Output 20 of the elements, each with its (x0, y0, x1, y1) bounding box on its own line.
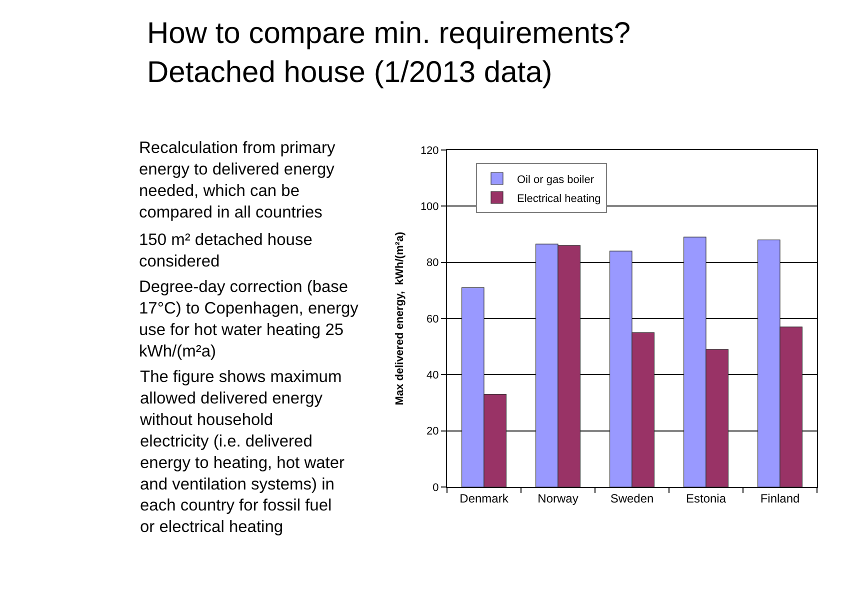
x-tick-label: Sweden (610, 491, 654, 506)
text: The figure shows maximum allowed delivered energy without household electricity (i.e. delivered energy to heating, hot water and ventilation systems) in each country for fossil fuel or electrical heating (139, 368, 346, 536)
y-axis-title: Max delivered energy, kWh/(m²a) (394, 231, 406, 406)
chart-title: How to compare min. requirements? Detached house (1/2013 data) (147, 17, 631, 89)
y-tick-label: 60 (426, 313, 439, 326)
legend-label: Oil or gas boiler (517, 174, 594, 186)
y-tick-label: 100 (420, 201, 439, 214)
x-tick-label: Finland (760, 491, 800, 506)
x-tick-label: Norway (538, 491, 578, 506)
y-tick-label: 80 (426, 257, 439, 270)
legend-label: Electrical heating (517, 192, 601, 205)
text: Degree-day correction (base 17°C) to Copenhagen, energy use for hot water heating 25 kWh/(m²a) (139, 278, 360, 360)
x-tick-label: Estonia (686, 491, 726, 506)
y-tick-label: 20 (426, 426, 439, 438)
x-tick-label: Denmark (460, 491, 510, 506)
y-tick-label: 120 (420, 144, 439, 157)
text: 150 m² detached house considered (139, 231, 312, 270)
text: Recalculation from primary energy to delivered energy needed, which can be compared in all countries (139, 139, 336, 222)
y-tick-label: 40 (426, 370, 439, 382)
y-tick-label: 0 (432, 482, 439, 494)
